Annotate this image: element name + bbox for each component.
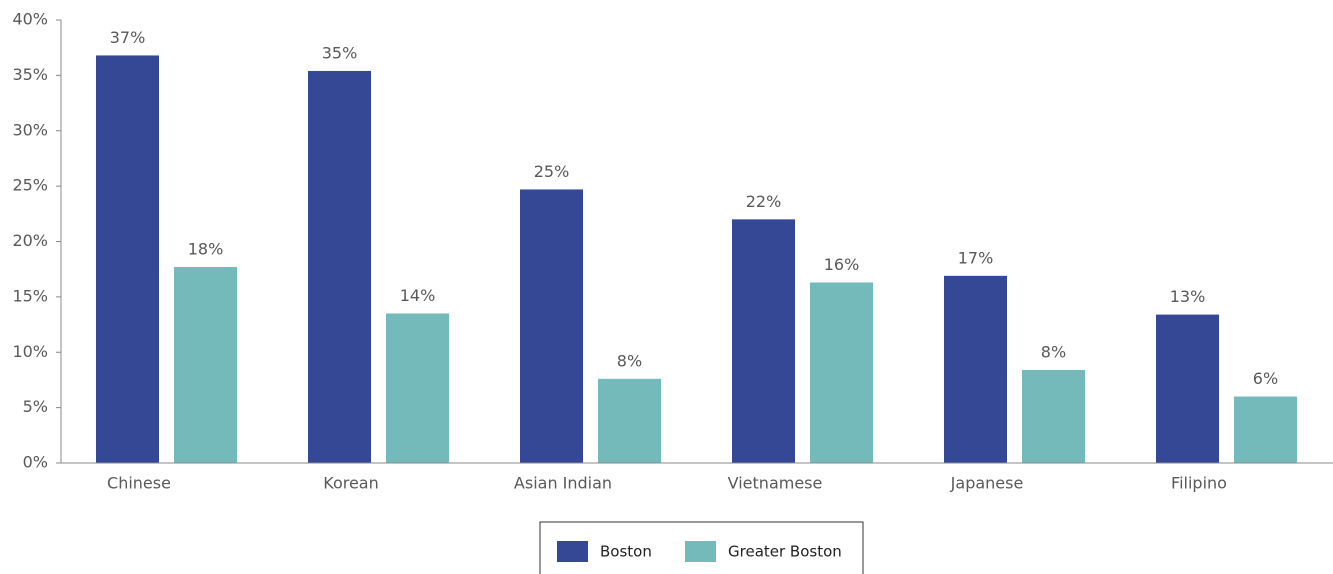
value-label: 16% — [824, 255, 860, 274]
bar — [1022, 369, 1085, 463]
legend-swatch — [685, 541, 716, 562]
bar — [944, 275, 1007, 463]
value-label: 22% — [746, 192, 782, 211]
x-tick-label: Korean — [323, 474, 379, 493]
x-tick-label: Asian Indian — [514, 474, 612, 493]
y-tick-label: 10% — [12, 342, 48, 361]
x-tick-label: Vietnamese — [728, 474, 823, 493]
x-tick-label: Japanese — [950, 474, 1024, 493]
bar — [386, 313, 449, 463]
bar — [1156, 314, 1219, 463]
value-label: 6% — [1253, 369, 1278, 388]
y-tick-label: 20% — [12, 231, 48, 250]
legend-swatch — [557, 541, 588, 562]
bar — [732, 219, 795, 463]
y-tick-label: 0% — [23, 453, 48, 472]
value-label: 25% — [534, 162, 570, 181]
x-tick-label: Chinese — [107, 474, 171, 493]
value-label: 17% — [958, 248, 994, 267]
bar — [1234, 396, 1297, 463]
y-tick-label: 30% — [12, 120, 48, 139]
value-label: 35% — [322, 43, 358, 62]
y-tick-label: 40% — [12, 10, 48, 29]
legend-label: Boston — [600, 543, 652, 561]
bar — [598, 378, 661, 463]
value-label: 8% — [617, 351, 642, 370]
x-tick-label: Filipino — [1171, 474, 1227, 493]
bar — [810, 282, 873, 463]
y-tick-label: 25% — [12, 176, 48, 195]
y-tick-label: 15% — [12, 286, 48, 305]
legend-box — [539, 521, 864, 574]
bar — [308, 70, 371, 463]
legend-label: Greater Boston — [728, 543, 842, 561]
y-tick-label: 5% — [23, 397, 48, 416]
value-label: 14% — [400, 286, 436, 305]
value-label: 37% — [110, 28, 146, 47]
bar — [174, 266, 237, 463]
y-tick-label: 35% — [12, 65, 48, 84]
value-label: 13% — [1170, 287, 1206, 306]
bar — [96, 55, 159, 463]
bar — [520, 189, 583, 463]
value-label: 18% — [188, 239, 224, 258]
value-label: 8% — [1041, 342, 1066, 361]
